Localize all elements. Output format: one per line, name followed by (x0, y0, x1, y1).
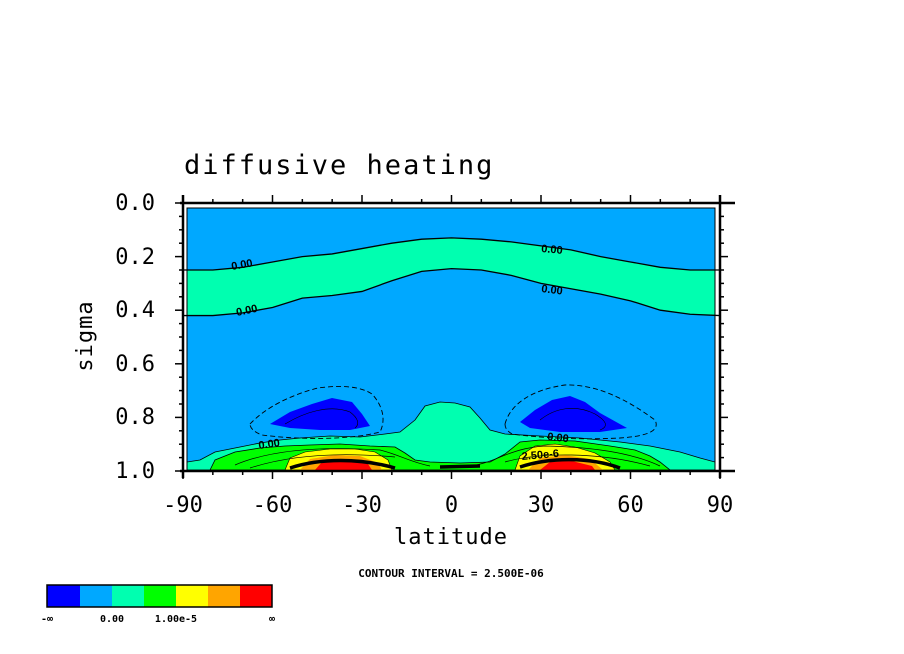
colorbar-label: 1.00e-5 (155, 614, 197, 625)
colorbar-swatch (208, 585, 240, 607)
zero-contour-lines (183, 237, 721, 317)
dashed-negative-south (249, 386, 384, 439)
colorbar-swatch (240, 585, 272, 607)
contour-interval-note: CONTOUR INTERVAL = 2.500E-06 (358, 567, 544, 580)
colorbar-frame (46, 584, 273, 608)
x-tick-label: 90 (707, 493, 734, 518)
negative-lobe-north (520, 396, 627, 432)
zero-contour-line (183, 237, 720, 271)
colorbar-label: -∞ (41, 614, 53, 625)
colorbar-swatch (47, 585, 80, 607)
negative-lobe-south (270, 398, 370, 430)
x-tick-label: -30 (342, 493, 382, 518)
contour-label: 0.00 (547, 431, 570, 445)
x-axis-label: latitude (394, 525, 508, 550)
y-tick-label: 0.6 (115, 352, 155, 377)
colorbar-swatch (80, 585, 112, 607)
axis-ticks (175, 195, 728, 479)
colorbar-label: ∞ (269, 614, 275, 625)
contour-label: 0.00 (541, 243, 563, 257)
colorbar-swatch (144, 585, 176, 607)
contour-label: 0.00 (235, 303, 258, 319)
negative-lobe-contours (284, 408, 606, 431)
x-tick-label: -90 (163, 493, 203, 518)
x-tick-label: 60 (617, 493, 644, 518)
y-tick-label: 0.0 (115, 191, 155, 216)
y-tick-label: 0.8 (115, 405, 155, 430)
x-tick-label: 0 (445, 493, 458, 518)
zero-contour-line (183, 268, 721, 317)
surface-contour-lines (234, 445, 661, 469)
y-tick-label: 1.0 (115, 459, 155, 484)
dashed-negative-north (504, 384, 657, 440)
colorbar-swatch (112, 585, 144, 607)
contour-label: 0.00 (258, 437, 281, 452)
x-tick-label: -60 (253, 493, 293, 518)
contour-label: 0.00 (541, 283, 564, 298)
colorbar: -∞ 0.00 1.00e-5 ∞ (41, 584, 275, 625)
contour-labels: 0.00 0.00 0.00 0.00 0.00 0.00 2.50e-6 (230, 243, 569, 463)
contour-label: 2.50e-6 (521, 448, 559, 463)
y-tick-label: 0.2 (115, 245, 155, 270)
red-core-north (540, 461, 595, 470)
colorbar-swatch (176, 585, 208, 607)
colorbar-label: 0.00 (100, 614, 124, 625)
y-tick-label: 0.4 (115, 298, 155, 323)
chart-title: diffusive heating (184, 150, 494, 181)
y-tick-labels: 0.0 0.2 0.4 0.6 0.8 1.0 (115, 191, 155, 484)
x-tick-labels: -90 -60 -30 0 30 60 90 (163, 493, 733, 518)
x-tick-label: 30 (528, 493, 555, 518)
surface-dense-contours (289, 457, 621, 470)
contour-label: 0.00 (230, 257, 253, 273)
y-axis-label: sigma (73, 300, 98, 371)
